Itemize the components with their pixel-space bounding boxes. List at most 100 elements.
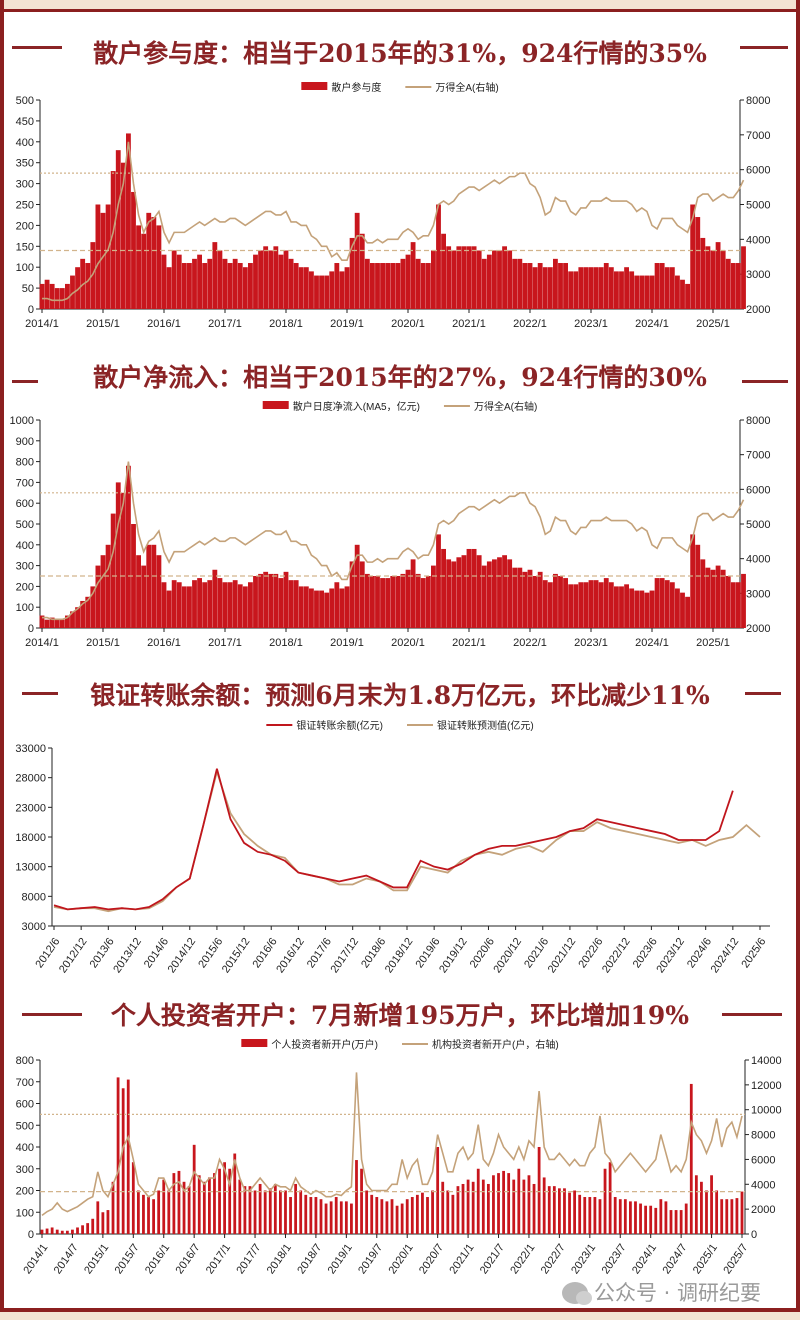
bar [70,611,75,628]
bar [425,576,431,628]
bar [669,1210,673,1234]
bar [370,263,375,309]
bar [273,573,279,628]
bar [380,263,385,309]
bar [441,548,446,628]
bar [222,582,228,628]
y-tick-label: 450 [16,116,34,128]
bar [136,225,141,309]
x-tick-label: 2022/1 [508,1242,537,1276]
bar [227,263,233,309]
bar [441,233,446,309]
bar [573,1190,577,1234]
bar [593,1197,597,1234]
y-tick-label: 500 [16,1120,34,1132]
bar [512,567,518,628]
bar [654,578,660,628]
bar [309,588,314,628]
bar [76,1227,79,1234]
bar [736,263,741,309]
bar [598,582,604,628]
bar [227,582,233,628]
bar [207,1177,211,1234]
bar [298,586,304,628]
bar [451,1194,455,1234]
bar [512,258,518,309]
bar [547,267,553,309]
bar [634,590,640,628]
bar [634,1201,637,1234]
legend-label: 银证转账预测值(亿元) [437,719,534,732]
bar [426,1197,429,1234]
x-tick-label: 2012/12 [57,936,90,975]
y-tick-label: 300 [16,1164,34,1176]
bar [242,267,248,309]
bar [715,565,721,628]
bar [161,254,167,309]
y-tick-label: 300 [16,179,34,191]
bar [446,246,452,309]
bar [182,1181,186,1234]
y2-tick-label: 8000 [746,415,770,427]
bar [49,283,55,309]
bar [736,582,741,628]
bar [319,590,324,628]
bar [167,1190,171,1234]
bar [730,263,736,309]
bar [583,582,589,628]
bar [375,1197,379,1234]
bar [710,1175,713,1234]
bar [486,254,492,309]
bar [431,565,436,628]
y-tick-label: 800 [16,1055,34,1067]
bar [613,1197,617,1234]
x-tick-label: 2025/1 [691,1242,720,1276]
bar [552,1186,556,1234]
bar [517,567,523,628]
bar [385,578,391,628]
bar [608,267,614,309]
bar [639,590,645,628]
bar [700,559,706,628]
y-tick-label: 900 [16,436,34,448]
bar [233,1153,237,1234]
bar [218,1168,221,1234]
bar [136,1190,140,1234]
x-tick-label: 2018/12 [383,936,416,975]
bar [497,250,502,309]
y-tick-label: 300 [16,561,34,573]
bar [461,246,467,309]
x-tick-label: 2014/1 [25,318,59,330]
y2-tick-label: 8000 [751,1130,775,1142]
x-tick-label: 2019/7 [356,1242,385,1276]
bar [75,267,80,309]
bar [349,561,355,628]
title-decoration [742,380,788,383]
bar [568,584,574,628]
bar [649,590,655,628]
bar [558,576,563,628]
bar [309,271,314,309]
bar [248,263,253,309]
bar [243,1186,247,1234]
bar [481,565,487,628]
x-tick-label: 2021/12 [546,936,579,975]
bar [385,263,391,309]
legend-label: 银证转账余额(亿元) [296,719,383,732]
x-tick-label: 2020/1 [391,637,425,649]
y-tick-label: 18000 [15,832,46,844]
bar [578,267,584,309]
x-tick-label: 2015/1 [86,637,120,649]
bar [573,584,579,628]
bar [54,288,60,309]
bar [213,1173,216,1234]
y2-tick-label: 2000 [746,623,770,635]
bar [563,578,568,628]
bar [705,567,711,628]
bar [121,1088,125,1234]
bar [279,1190,282,1234]
y-tick-label: 250 [16,200,34,212]
bar [289,1197,292,1234]
y2-tick-label: 5000 [746,519,770,531]
bar [649,1205,653,1234]
